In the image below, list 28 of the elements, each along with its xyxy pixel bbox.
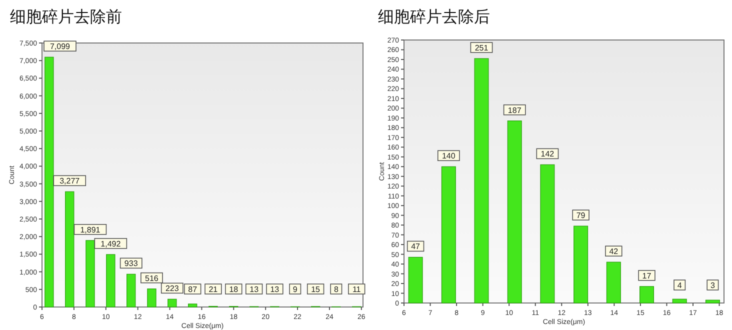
data-label: 187	[508, 106, 522, 115]
data-label: 4	[677, 281, 682, 290]
data-label: 21	[208, 285, 218, 294]
data-label: 79	[576, 211, 586, 220]
data-label: 13	[250, 285, 260, 294]
data-label: 13	[270, 285, 280, 294]
data-label: 47	[411, 242, 421, 252]
data-label: 15	[311, 285, 321, 294]
data-label: 18	[229, 285, 239, 294]
data-label: 17	[642, 271, 652, 280]
data-label: 251	[474, 44, 489, 53]
data-label: 8	[334, 285, 339, 294]
data-label: 3,277	[60, 176, 80, 186]
data-label: 1,492	[100, 239, 122, 248]
data-label: 140	[442, 152, 456, 161]
data-label: 142	[540, 150, 555, 159]
data-label: 11	[352, 285, 362, 294]
data-label: 516	[145, 274, 159, 283]
data-label: 3	[710, 281, 716, 290]
data-label: 7,099	[50, 42, 71, 52]
data-label: 1,891	[80, 225, 101, 234]
data-label: 223	[165, 284, 180, 294]
data-label: 42	[609, 247, 619, 256]
chart-title: 细胞碎片去除后	[378, 8, 490, 26]
data-label: 87	[188, 285, 198, 294]
data-label: 9	[292, 285, 298, 294]
chart-title: 细胞碎片去除前	[10, 8, 122, 26]
data-label: 933	[124, 259, 138, 268]
